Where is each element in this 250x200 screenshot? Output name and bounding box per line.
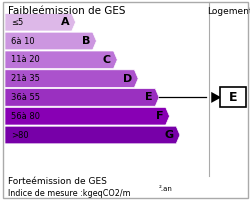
Text: G: G — [164, 130, 174, 140]
Text: F: F — [156, 111, 163, 121]
Text: D: D — [123, 74, 132, 84]
Text: 36à 55: 36à 55 — [11, 93, 40, 102]
Text: Indice de mesure :kgeqCO2/m: Indice de mesure :kgeqCO2/m — [8, 189, 130, 198]
Polygon shape — [5, 107, 170, 125]
Text: B: B — [82, 36, 90, 46]
Text: C: C — [103, 55, 111, 65]
Text: Logement: Logement — [206, 7, 250, 16]
Polygon shape — [5, 126, 180, 144]
Polygon shape — [5, 13, 76, 31]
Polygon shape — [5, 32, 96, 50]
Text: E: E — [145, 92, 153, 102]
Text: Faibleémission de GES: Faibleémission de GES — [8, 6, 125, 16]
Text: 6à 10: 6à 10 — [11, 36, 35, 46]
Text: Forteémission de GES: Forteémission de GES — [8, 177, 106, 186]
Text: E: E — [229, 91, 237, 104]
Text: ≤5: ≤5 — [11, 18, 24, 27]
Text: 11à 20: 11à 20 — [11, 55, 40, 64]
Text: ².an: ².an — [159, 186, 172, 192]
Polygon shape — [5, 51, 117, 69]
Text: 21à 35: 21à 35 — [11, 74, 40, 83]
Text: A: A — [61, 17, 69, 27]
Polygon shape — [211, 92, 221, 103]
Text: >80: >80 — [11, 131, 29, 140]
Text: 56à 80: 56à 80 — [11, 112, 40, 121]
Polygon shape — [5, 70, 138, 87]
FancyBboxPatch shape — [220, 87, 246, 107]
Polygon shape — [5, 89, 159, 106]
